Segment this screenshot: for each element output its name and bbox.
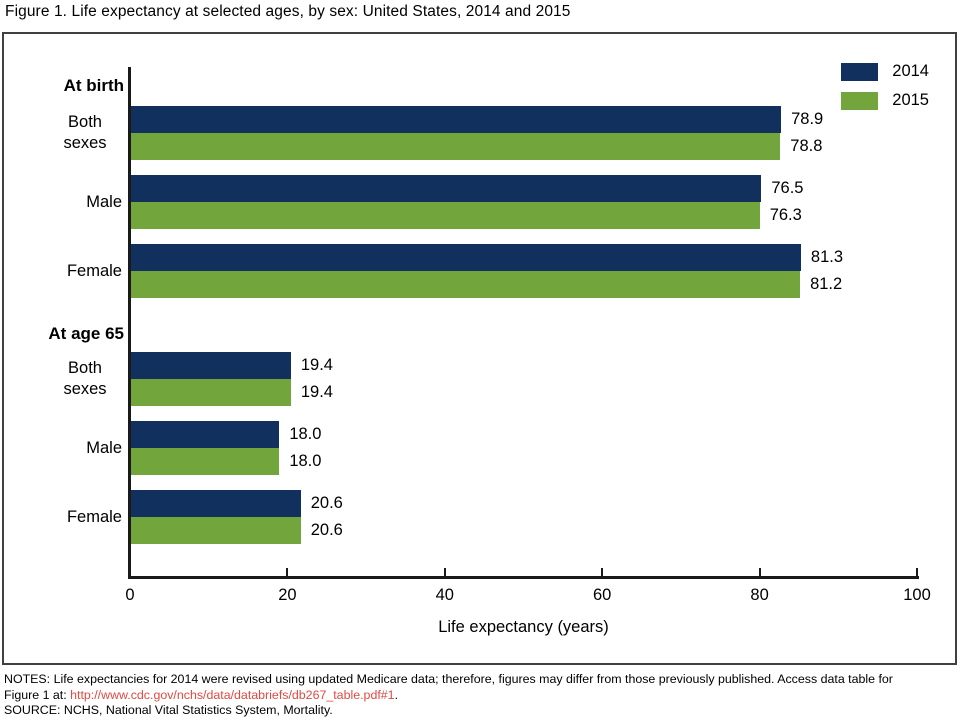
x-axis-ticks [130, 568, 918, 576]
bar-line-2014: 19.4 [131, 352, 955, 379]
bar-2015 [131, 517, 301, 544]
bar-line-2014: 18.0 [131, 421, 955, 448]
bar-line-2015: 19.4 [131, 379, 955, 406]
bar-2014 [131, 490, 301, 517]
notes-line-2-suffix: . [394, 687, 399, 702]
bar-row: Both sexes 78.9 78.8 [4, 106, 955, 160]
x-axis-tick [916, 568, 918, 576]
bar-line-2015: 78.8 [131, 133, 955, 160]
group-header: At age 65 [4, 298, 955, 352]
bar-2015 [131, 271, 801, 298]
bar-row: Both sexes 19.4 19.4 [4, 352, 955, 406]
x-axis-tick-label: 20 [278, 586, 297, 604]
bar-line-2014: 76.5 [131, 175, 955, 202]
bar-value-label: 78.9 [791, 110, 824, 128]
category-label-text: Female [66, 261, 122, 280]
x-axis-tick-label: 0 [125, 586, 135, 604]
category-label-text: Both sexes [63, 359, 107, 398]
x-axis-tick [601, 568, 604, 576]
category-label-text: Both sexes [63, 113, 107, 152]
bar-line-2014: 20.6 [131, 490, 955, 517]
data-table-link[interactable]: http://www.cdc.gov/nchs/data/databriefs/… [70, 687, 395, 702]
plot-area: At birth Both sexes 78.9 78.8 Male 76.5 76.3 Fe… [4, 64, 955, 544]
notes-line-2-prefix: Figure 1 at: [4, 687, 71, 702]
bar-2014 [131, 352, 291, 379]
bar-pair: 19.4 19.4 [131, 352, 955, 406]
bar-value-label: 18.0 [289, 425, 322, 443]
x-axis-title: Life expectancy (years) [438, 618, 609, 636]
x-axis-tick-label: 100 [903, 586, 931, 604]
bar-value-label: 20.6 [310, 494, 343, 512]
x-axis-tick-labels: 0 20 40 60 80 100 [125, 586, 930, 606]
x-axis-tick-label: 80 [750, 586, 769, 604]
bar-value-label: 81.2 [810, 275, 843, 293]
x-axis-tick [443, 568, 446, 576]
bar-row: Female 81.3 81.2 [4, 244, 955, 298]
bar-value-label: 78.8 [790, 137, 823, 155]
x-axis-tick [758, 568, 761, 576]
notes-line-1: NOTES: Life expectancies for 2014 were r… [4, 672, 893, 686]
bar-pair: 18.0 18.0 [131, 421, 955, 475]
bar-2014 [131, 244, 801, 271]
bar-pair: 81.3 81.2 [131, 244, 955, 298]
notes-line-2: Figure 1 at: http://www.cdc.gov/nchs/dat… [4, 688, 956, 704]
bar-value-label: 20.6 [310, 521, 343, 539]
x-axis-tick [286, 568, 289, 576]
bar-value-label: 19.4 [300, 383, 333, 401]
bar-value-label: 76.5 [771, 179, 804, 197]
legend-label: 2015 [892, 91, 929, 109]
chart-frame: At birth Both sexes 78.9 78.8 Male 76.5 76.3 Fe… [2, 32, 957, 665]
bar-2014 [131, 421, 280, 448]
bar-pair: 78.9 78.8 [131, 106, 955, 160]
bar-line-2015: 76.3 [131, 202, 955, 229]
bar-pair: 76.5 76.3 [131, 175, 955, 229]
x-axis-tick-label: 60 [593, 586, 612, 604]
bar-row: Male 76.5 76.3 [4, 175, 955, 229]
bar-value-label: 81.3 [810, 248, 844, 266]
bar-2015 [131, 133, 781, 160]
bar-2014 [131, 106, 782, 133]
legend-label: 2014 [892, 62, 929, 80]
group-header: At birth [4, 64, 955, 94]
category-label-text: Male [86, 438, 122, 457]
category-label: Male [4, 438, 131, 459]
group-header-label: At age 65 [48, 324, 124, 343]
category-label: Both sexes [4, 358, 131, 399]
bar-line-2015: 81.2 [131, 271, 955, 298]
bar-2015 [131, 448, 280, 475]
bar-line-2015: 20.6 [131, 517, 955, 544]
source-line: SOURCE: NCHS, National Vital Statistics … [4, 703, 333, 718]
group-header-label: At birth [63, 76, 124, 95]
bar-line-2014: 78.9 [131, 106, 955, 133]
x-axis-line [128, 576, 919, 579]
legend-item: 2015 [841, 91, 929, 110]
legend: 2014 2015 [841, 62, 929, 110]
category-label-text: Female [66, 507, 122, 526]
category-label: Female [4, 507, 131, 528]
legend-swatch [841, 62, 879, 81]
category-label: Male [4, 192, 131, 213]
bar-line-2015: 18.0 [131, 448, 955, 475]
notes-block: NOTES: Life expectancies for 2014 were r… [4, 672, 956, 719]
bar-2015 [131, 202, 760, 229]
bar-pair: 20.6 20.6 [131, 490, 955, 544]
bar-value-label: 19.4 [300, 356, 333, 374]
x-axis-tick-label: 40 [435, 586, 454, 604]
category-label: Female [4, 261, 131, 282]
y-axis-line [128, 67, 131, 579]
bar-2014 [131, 175, 762, 202]
bar-row: Female 20.6 20.6 [4, 490, 955, 544]
bar-line-2014: 81.3 [131, 244, 955, 271]
category-label-text: Male [86, 192, 122, 211]
legend-swatch [841, 91, 879, 110]
bar-row: Male 18.0 18.0 [4, 421, 955, 475]
legend-item: 2014 [841, 62, 929, 81]
bar-value-label: 18.0 [289, 452, 322, 470]
bar-2015 [131, 379, 291, 406]
figure-title: Figure 1. Life expectancy at selected ag… [5, 3, 571, 20]
bar-value-label: 76.3 [769, 206, 802, 224]
category-label: Both sexes [4, 112, 131, 153]
